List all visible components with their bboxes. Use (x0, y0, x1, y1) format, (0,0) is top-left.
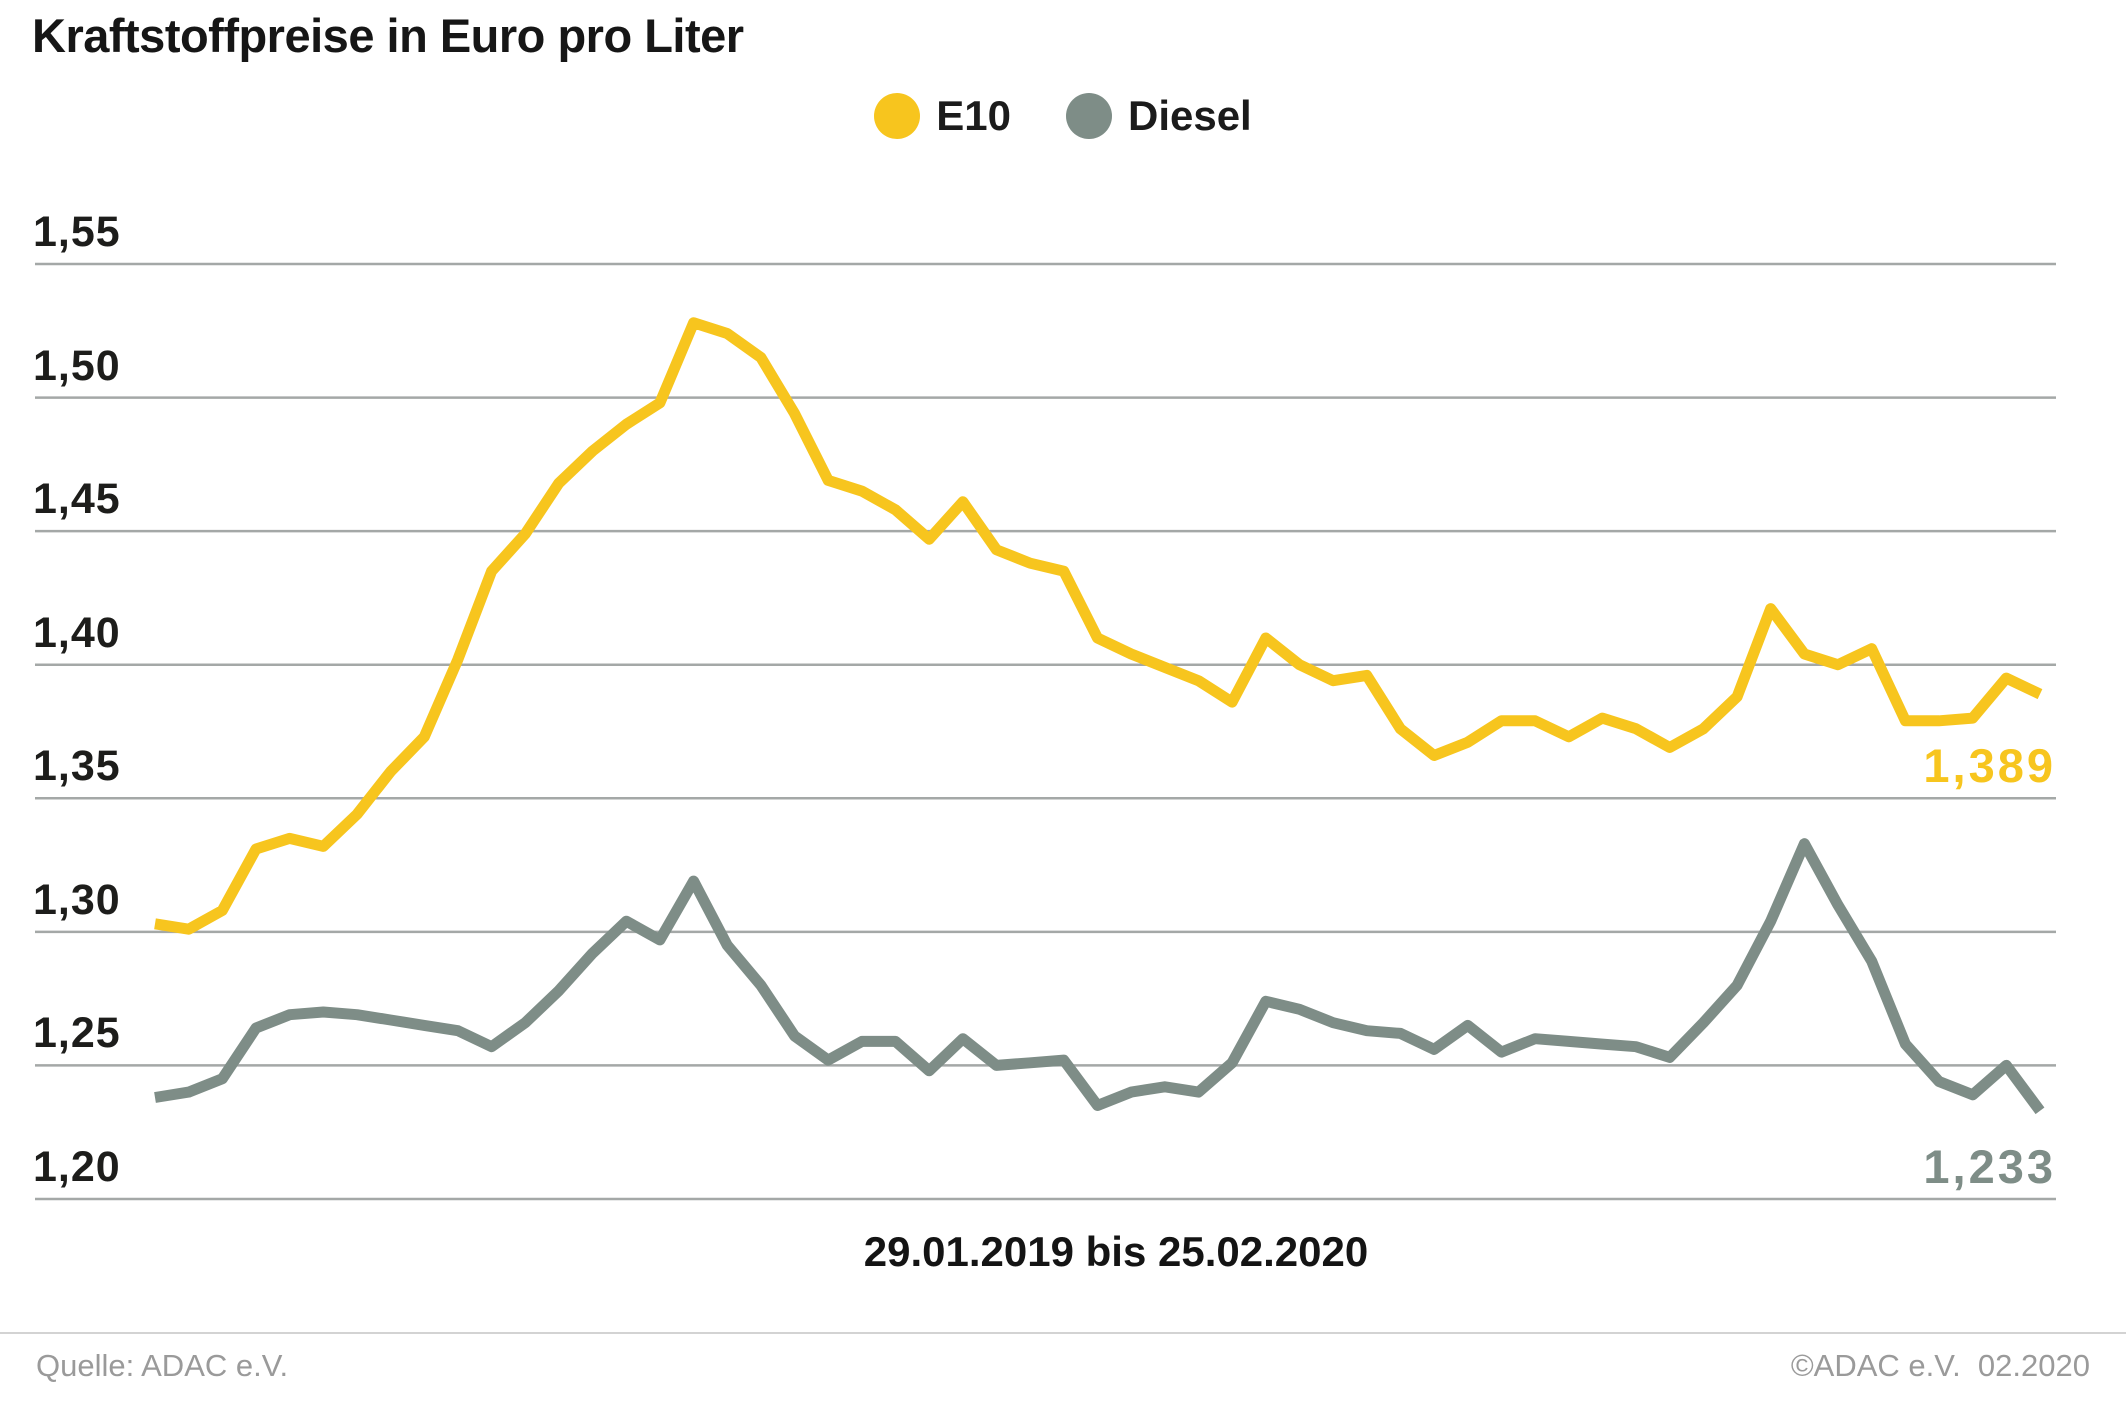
y-axis-label: 1,55 (33, 208, 121, 256)
e10-end-label: 1,389 (1923, 739, 2056, 793)
y-axis-label: 1,45 (33, 475, 121, 524)
copyright-credit: ©ADAC e.V. 02.2020 (1790, 1348, 2090, 1383)
footer-divider (0, 1332, 2126, 1334)
y-axis-label: 1,30 (33, 875, 121, 924)
diesel-line (154, 838, 2045, 1115)
legend: E10 Diesel (0, 92, 2126, 140)
y-axis-label: 1,25 (33, 1009, 121, 1058)
y-axis-label: 1,40 (33, 608, 121, 657)
legend-label-diesel: Diesel (1127, 92, 1252, 139)
y-axis-label: 1,50 (33, 341, 121, 390)
diesel-end-label: 1,233 (1923, 1140, 2056, 1193)
legend-label-e10: E10 (936, 92, 1011, 139)
x-axis-range-label: 29.01.2019 bis 25.02.2020 (863, 1228, 1369, 1275)
e10-dot-icon (874, 93, 921, 139)
diesel-dot-icon (1065, 93, 1112, 139)
y-axis-label: 1,35 (33, 742, 121, 791)
legend-item-e10: E10 (874, 92, 1011, 140)
chart-title: Kraftstoffpreise in Euro pro Liter (32, 9, 744, 62)
y-axis-label: 1,20 (33, 1143, 121, 1191)
e10-line (154, 317, 2043, 935)
source-credit: Quelle: ADAC e.V. (36, 1348, 289, 1383)
legend-item-diesel: Diesel (1065, 92, 1252, 140)
